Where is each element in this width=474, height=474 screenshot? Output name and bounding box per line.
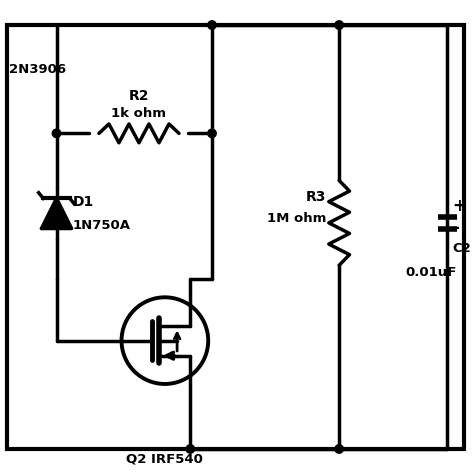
Circle shape — [335, 445, 343, 453]
Text: R3: R3 — [306, 190, 326, 204]
Circle shape — [186, 445, 194, 453]
Text: C2: C2 — [452, 242, 471, 255]
Polygon shape — [41, 199, 72, 228]
Text: 1M ohm: 1M ohm — [266, 212, 326, 225]
Circle shape — [208, 21, 216, 29]
Text: 1k ohm: 1k ohm — [111, 107, 166, 120]
Text: 2N3906: 2N3906 — [9, 64, 66, 76]
Text: +: + — [452, 197, 466, 215]
Circle shape — [208, 129, 216, 137]
Text: 0.01uF: 0.01uF — [405, 266, 456, 279]
Circle shape — [335, 21, 343, 29]
Circle shape — [52, 129, 61, 137]
Text: -: - — [452, 219, 459, 237]
Text: R2: R2 — [129, 89, 149, 103]
Text: 1N750A: 1N750A — [73, 219, 131, 232]
Text: Q2 IRF540: Q2 IRF540 — [127, 453, 203, 466]
Text: D1: D1 — [73, 195, 94, 209]
